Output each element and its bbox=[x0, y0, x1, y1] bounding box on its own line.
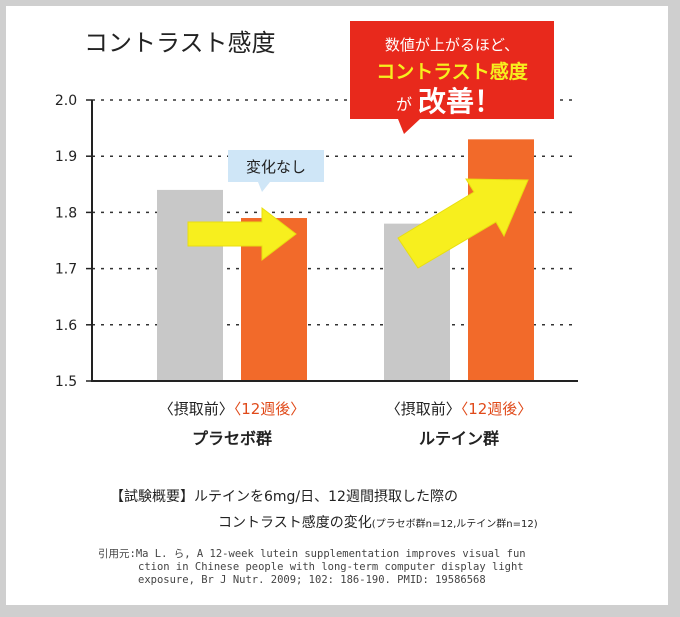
citation-line1: 引用元:Ma L. ら, A 12-week lutein supplement… bbox=[98, 548, 526, 560]
y-tick-label: 1.8 bbox=[55, 205, 77, 221]
bars bbox=[157, 139, 534, 381]
caption-line2-small: (プラセボ群n=12,ルテイン群n=12) bbox=[371, 519, 538, 530]
caption-line2-main: コントラスト感度の変化 bbox=[218, 515, 372, 531]
improve-line1: 数値が上がるほど、 bbox=[385, 36, 519, 54]
group-name: ルテイン群 bbox=[419, 429, 499, 448]
placebo-arrow-icon bbox=[187, 206, 297, 262]
x-tick-label: 〈摂取前〉〈12週後〉 bbox=[386, 400, 533, 418]
improve-line2: コントラスト感度 bbox=[376, 60, 529, 83]
citation-line3: exposure, Br J Nutr. 2009; 102: 186-190.… bbox=[138, 574, 486, 586]
no-change-text: 変化なし bbox=[246, 158, 306, 176]
after-label: 〈12週後〉 bbox=[461, 400, 533, 418]
caption-line1: 【試験概要】ルテインを6mg/日、12週間摂取した際の bbox=[110, 489, 458, 505]
group-name: プラセボ群 bbox=[192, 429, 272, 448]
y-axis-ticks: 1.5 1.6 1.7 1.8 1.9 2.0 bbox=[55, 93, 92, 390]
improve-line3-big: 改善！ bbox=[418, 85, 502, 118]
improve-callout: 数値が上がるほど、 コントラスト感度 が 改善！ bbox=[350, 21, 554, 134]
y-tick-label: 1.9 bbox=[55, 149, 77, 165]
y-tick-label: 1.5 bbox=[55, 374, 77, 390]
bar-after bbox=[468, 139, 534, 381]
bar-before bbox=[157, 189, 223, 381]
chart-title: コントラスト感度 bbox=[84, 29, 276, 57]
no-change-callout: 変化なし bbox=[228, 150, 324, 192]
before-label: 〈摂取前〉 bbox=[159, 400, 234, 418]
y-tick-label: 2.0 bbox=[55, 93, 77, 109]
x-labels: 〈摂取前〉〈12週後〉プラセボ群〈摂取前〉〈12週後〉ルテイン群 bbox=[159, 400, 533, 448]
lutein-arrow-icon bbox=[397, 178, 529, 269]
chart-panel bbox=[6, 6, 668, 605]
citation-line2: ction in Chinese people with long-term c… bbox=[138, 561, 524, 573]
after-label: 〈12週後〉 bbox=[234, 400, 306, 418]
citation: 引用元:Ma L. ら, A 12-week lutein supplement… bbox=[98, 548, 598, 587]
before-label: 〈摂取前〉 bbox=[386, 400, 461, 418]
x-tick-label: 〈摂取前〉〈12週後〉 bbox=[159, 400, 306, 418]
y-tick-label: 1.6 bbox=[55, 318, 77, 334]
caption-line2: コントラスト感度の変化(プラセボ群n=12,ルテイン群n=12) bbox=[218, 512, 538, 532]
improve-line3-small: が bbox=[396, 95, 412, 114]
y-tick-label: 1.7 bbox=[55, 262, 77, 278]
